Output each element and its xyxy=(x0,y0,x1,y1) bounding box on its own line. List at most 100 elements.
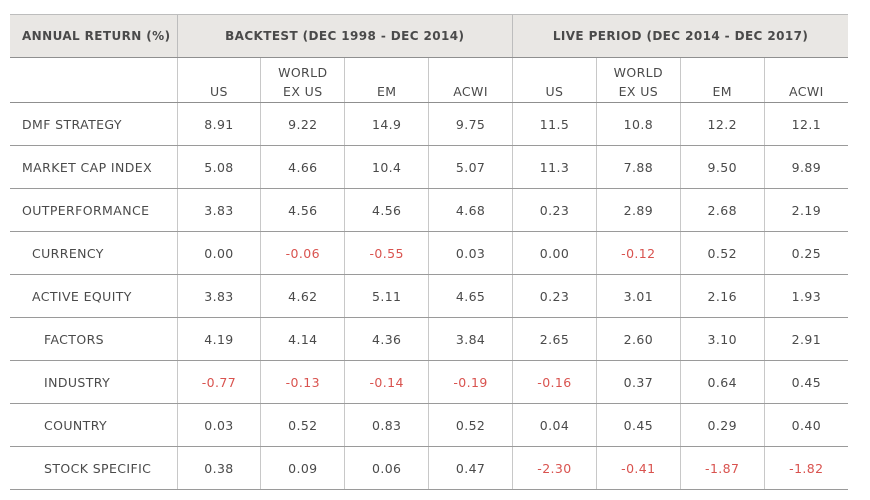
annual-return-table: ANNUAL RETURN (%) BACKTEST (DEC 1998 - D… xyxy=(10,14,849,490)
cell-backtest-acwi: 0.52 xyxy=(428,403,513,447)
cell-live-world-ex-us: 3.01 xyxy=(595,274,681,318)
cell-backtest-world-ex-us: 9.22 xyxy=(260,102,345,146)
row-label: OUTPERFORMANCE xyxy=(10,188,177,232)
table-row: MARKET CAP INDEX 5.08 4.66 10.4 5.07 11.3 7.88… xyxy=(10,145,849,189)
row-label: DMF STRATEGY xyxy=(10,102,177,146)
cell-backtest-world-ex-us: 4.66 xyxy=(260,145,345,189)
cell-live-acwi: -1.82 xyxy=(763,446,849,490)
cell-live-world-ex-us: 0.45 xyxy=(595,403,681,447)
cell-backtest-acwi: 5.07 xyxy=(428,145,513,189)
cell-backtest-em: -0.14 xyxy=(344,360,429,404)
cell-backtest-acwi: 0.47 xyxy=(428,446,513,490)
cell-backtest-us: 3.83 xyxy=(176,274,261,318)
cell-backtest-us: 5.08 xyxy=(176,145,261,189)
table-header: ANNUAL RETURN (%) BACKTEST (DEC 1998 - D… xyxy=(10,14,849,103)
cell-live-us: 0.04 xyxy=(512,403,597,447)
cell-live-em: 0.64 xyxy=(679,360,765,404)
header-row: ANNUAL RETURN (%) BACKTEST (DEC 1998 - D… xyxy=(10,14,849,58)
row-label: FACTORS xyxy=(10,317,177,361)
row-label: COUNTRY xyxy=(10,403,177,447)
table-row: INDUSTRY -0.77 -0.13 -0.14 -0.19 -0.16 0.37 0.6… xyxy=(10,360,849,404)
subheader-backtest-acwi: ACWI xyxy=(428,57,513,103)
cell-live-acwi: 0.25 xyxy=(763,231,849,275)
cell-backtest-acwi: 4.65 xyxy=(428,274,513,318)
cell-backtest-us: 4.19 xyxy=(176,317,261,361)
table-row: OUTPERFORMANCE 3.83 4.56 4.56 4.68 0.23 2.89 2.… xyxy=(10,188,849,232)
cell-live-us: 11.5 xyxy=(512,102,597,146)
cell-backtest-acwi: 9.75 xyxy=(428,102,513,146)
row-label: STOCK SPECIFIC xyxy=(10,446,177,490)
cell-backtest-em: 5.11 xyxy=(344,274,429,318)
header-annual-return: ANNUAL RETURN (%) xyxy=(10,14,177,58)
subheader-backtest-us: US xyxy=(176,57,261,103)
cell-live-world-ex-us: -0.12 xyxy=(595,231,681,275)
subheader-live-acwi: ACWI xyxy=(763,57,849,103)
subheader-live-us: US xyxy=(512,57,597,103)
cell-backtest-us: -0.77 xyxy=(176,360,261,404)
cell-live-world-ex-us: 10.8 xyxy=(595,102,681,146)
cell-live-acwi: 2.91 xyxy=(763,317,849,361)
cell-backtest-us: 0.03 xyxy=(176,403,261,447)
subheader-live-em: EM xyxy=(679,57,765,103)
cell-backtest-em: 4.36 xyxy=(344,317,429,361)
subheader-live-world-ex-us: WORLD EX US xyxy=(595,57,681,103)
cell-live-us: 2.65 xyxy=(512,317,597,361)
cell-backtest-acwi: 4.68 xyxy=(428,188,513,232)
cell-live-em: 3.10 xyxy=(679,317,765,361)
table-body: DMF STRATEGY 8.91 9.22 14.9 9.75 11.5 10.8 12.2… xyxy=(10,102,849,490)
subheader-backtest-world-ex-us: WORLD EX US xyxy=(260,57,345,103)
subheader-blank xyxy=(10,57,177,103)
table-row: ACTIVE EQUITY 3.83 4.62 5.11 4.65 0.23 3.01 2.1… xyxy=(10,274,849,318)
cell-live-us: 0.23 xyxy=(512,274,597,318)
cell-live-us: -0.16 xyxy=(512,360,597,404)
row-label: ACTIVE EQUITY xyxy=(10,274,177,318)
cell-live-world-ex-us: 2.60 xyxy=(595,317,681,361)
cell-live-em: 2.16 xyxy=(679,274,765,318)
row-label: MARKET CAP INDEX xyxy=(10,145,177,189)
cell-backtest-em: 10.4 xyxy=(344,145,429,189)
cell-live-acwi: 9.89 xyxy=(763,145,849,189)
header-live-period: LIVE PERIOD (DEC 2014 - DEC 2017) xyxy=(512,14,849,58)
cell-live-us: 11.3 xyxy=(512,145,597,189)
cell-backtest-em: 0.83 xyxy=(344,403,429,447)
cell-live-acwi: 12.1 xyxy=(763,102,849,146)
cell-backtest-em: 0.06 xyxy=(344,446,429,490)
cell-backtest-us: 8.91 xyxy=(176,102,261,146)
cell-backtest-em: 4.56 xyxy=(344,188,429,232)
cell-backtest-acwi: 3.84 xyxy=(428,317,513,361)
subheader-backtest-em: EM xyxy=(344,57,429,103)
subheader-row: US WORLD EX US EM ACWI US WORLD EX US EM… xyxy=(10,57,849,103)
annual-return-table-container: ANNUAL RETURN (%) BACKTEST (DEC 1998 - D… xyxy=(10,14,849,490)
table-row: FACTORS 4.19 4.14 4.36 3.84 2.65 2.60 3.10 2.91 xyxy=(10,317,849,361)
cell-live-us: -2.30 xyxy=(512,446,597,490)
cell-backtest-em: 14.9 xyxy=(344,102,429,146)
cell-live-world-ex-us: 2.89 xyxy=(595,188,681,232)
row-label: INDUSTRY xyxy=(10,360,177,404)
cell-live-us: 0.23 xyxy=(512,188,597,232)
cell-backtest-world-ex-us: 0.52 xyxy=(260,403,345,447)
cell-live-em: 0.52 xyxy=(679,231,765,275)
table-row: DMF STRATEGY 8.91 9.22 14.9 9.75 11.5 10.8 12.2… xyxy=(10,102,849,146)
cell-live-em: 0.29 xyxy=(679,403,765,447)
cell-backtest-world-ex-us: -0.13 xyxy=(260,360,345,404)
cell-live-acwi: 0.45 xyxy=(763,360,849,404)
cell-backtest-us: 0.00 xyxy=(176,231,261,275)
cell-live-acwi: 1.93 xyxy=(763,274,849,318)
header-backtest-period: BACKTEST (DEC 1998 - DEC 2014) xyxy=(176,14,513,58)
cell-live-world-ex-us: -0.41 xyxy=(595,446,681,490)
row-label: CURRENCY xyxy=(10,231,177,275)
cell-live-em: 2.68 xyxy=(679,188,765,232)
cell-backtest-acwi: 0.03 xyxy=(428,231,513,275)
cell-backtest-acwi: -0.19 xyxy=(428,360,513,404)
cell-backtest-world-ex-us: 4.62 xyxy=(260,274,345,318)
cell-backtest-world-ex-us: 4.56 xyxy=(260,188,345,232)
cell-live-acwi: 2.19 xyxy=(763,188,849,232)
cell-live-em: 9.50 xyxy=(679,145,765,189)
table-row: COUNTRY 0.03 0.52 0.83 0.52 0.04 0.45 0.29 0.40 xyxy=(10,403,849,447)
cell-live-em: 12.2 xyxy=(679,102,765,146)
cell-backtest-world-ex-us: 4.14 xyxy=(260,317,345,361)
table-row: CURRENCY 0.00 -0.06 -0.55 0.03 0.00 -0.12 0.52 0… xyxy=(10,231,849,275)
cell-backtest-world-ex-us: 0.09 xyxy=(260,446,345,490)
cell-live-world-ex-us: 7.88 xyxy=(595,145,681,189)
cell-backtest-em: -0.55 xyxy=(344,231,429,275)
